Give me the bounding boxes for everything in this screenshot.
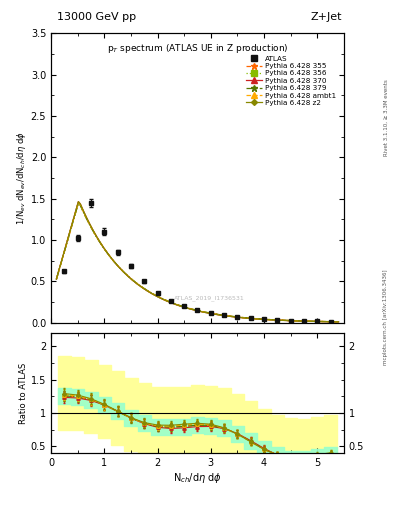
Legend: ATLAS, Pythia 6.428 355, Pythia 6.428 356, Pythia 6.428 370, Pythia 6.428 379, P: ATLAS, Pythia 6.428 355, Pythia 6.428 35…	[244, 54, 337, 108]
Y-axis label: Ratio to ATLAS: Ratio to ATLAS	[19, 362, 28, 423]
Y-axis label: 1/N$_{ev}$ dN$_{ev}$/dN$_{ch}$/d$\eta$ d$\phi$: 1/N$_{ev}$ dN$_{ev}$/dN$_{ch}$/d$\eta$ d…	[15, 131, 28, 225]
X-axis label: N$_{ch}$/d$\eta$ d$\phi$: N$_{ch}$/d$\eta$ d$\phi$	[173, 471, 222, 485]
Text: mcplots.cern.ch [arXiv:1306.3436]: mcplots.cern.ch [arXiv:1306.3436]	[384, 270, 388, 365]
Text: p$_T$ spectrum (ATLAS UE in Z production): p$_T$ spectrum (ATLAS UE in Z production…	[107, 42, 288, 55]
Text: ATLAS_2019_I1736531: ATLAS_2019_I1736531	[174, 295, 245, 301]
Text: Z+Jet: Z+Jet	[310, 12, 342, 22]
Text: 13000 GeV pp: 13000 GeV pp	[57, 12, 136, 22]
Text: Rivet 3.1.10, ≥ 3.3M events: Rivet 3.1.10, ≥ 3.3M events	[384, 79, 388, 156]
